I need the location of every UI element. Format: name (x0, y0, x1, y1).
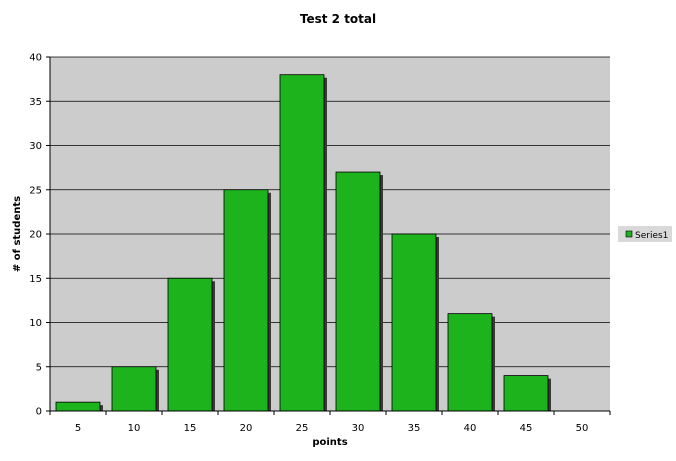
x-axis-title: points (312, 437, 347, 448)
bar (447, 313, 493, 412)
y-tick-label: 35 (29, 97, 42, 108)
x-tick-label: 20 (240, 423, 253, 434)
x-tick-label: 45 (520, 423, 533, 434)
bar (391, 233, 437, 412)
legend-label: Series1 (635, 231, 668, 241)
plot-area: 0 5 10 15 20 25 30 35 40 5 10 15 20 25 30 35 40 45 50 (29, 53, 611, 434)
legend-box (618, 226, 672, 242)
legend-swatch (625, 230, 633, 238)
x-tick-label: 5 (75, 423, 81, 434)
chart-title: Test 2 total (300, 12, 376, 26)
bar (167, 277, 213, 412)
y-tick-label: 0 (36, 407, 42, 418)
x-axis-ticks: 5 10 15 20 25 30 35 40 45 50 (49, 411, 611, 434)
x-tick-label: 35 (408, 423, 421, 434)
bar (503, 375, 549, 412)
x-tick-label: 15 (184, 423, 197, 434)
x-tick-label: 25 (296, 423, 309, 434)
bars (55, 74, 551, 412)
bar (335, 171, 381, 412)
y-tick-label: 25 (29, 185, 42, 196)
bar (279, 74, 325, 412)
y-tick-label: 10 (29, 318, 42, 329)
y-axis-title: # of students (12, 196, 23, 272)
bar (55, 401, 101, 412)
y-tick-label: 20 (29, 230, 42, 241)
x-tick-label: 30 (352, 423, 365, 434)
bar (223, 189, 269, 412)
x-tick-label: 50 (576, 423, 589, 434)
y-tick-label: 15 (29, 274, 42, 285)
legend: Series1 (618, 226, 672, 242)
x-tick-label: 10 (128, 423, 141, 434)
y-tick-label: 40 (29, 53, 42, 64)
y-tick-label: 30 (29, 141, 42, 152)
x-tick-label: 40 (464, 423, 477, 434)
y-tick-label: 5 (36, 362, 42, 373)
bar (111, 366, 157, 412)
y-axis-ticks: 0 5 10 15 20 25 30 35 40 (29, 53, 50, 418)
